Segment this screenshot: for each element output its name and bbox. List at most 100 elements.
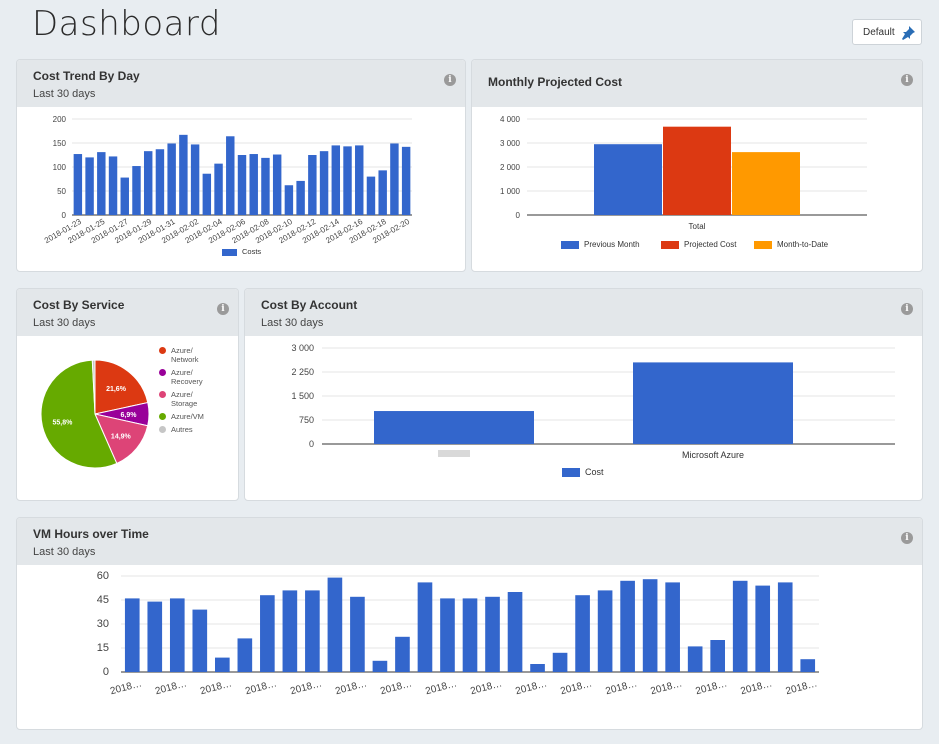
bar bbox=[732, 580, 748, 672]
bar bbox=[319, 151, 329, 215]
bar bbox=[552, 652, 568, 672]
bar bbox=[308, 155, 317, 215]
legend-label: Cost bbox=[585, 467, 604, 477]
default-view-button[interactable]: Default bbox=[852, 19, 922, 45]
bar bbox=[355, 145, 364, 215]
bar bbox=[350, 596, 365, 672]
bar bbox=[237, 638, 253, 672]
x-tick-label: 2018… bbox=[739, 678, 773, 697]
legend-label: Azure/Network bbox=[171, 346, 199, 364]
legend-swatch bbox=[159, 391, 166, 398]
x-tick-label: 2018… bbox=[154, 678, 188, 697]
monthly-projected-card: Monthly Projected Cost i 0 1 000 2 000 3 00… bbox=[471, 59, 923, 272]
x-tick-label: 2018… bbox=[379, 678, 413, 697]
legend-swatch bbox=[561, 241, 579, 249]
y-tick-label: 15 bbox=[97, 642, 109, 654]
bar bbox=[575, 595, 590, 672]
legend-label: Costs bbox=[242, 247, 261, 256]
legend-label: Azure/VM bbox=[171, 412, 204, 421]
card-subtitle: Last 30 days bbox=[261, 317, 324, 329]
x-tick-label: Microsoft Azure bbox=[682, 450, 744, 460]
y-tick-label: 2 250 bbox=[291, 367, 314, 377]
pie-legend-item: Azure/Recovery bbox=[159, 368, 204, 386]
card-header: Cost Trend By Day Last 30 days i bbox=[17, 60, 465, 107]
y-tick-label: 0 bbox=[62, 211, 67, 220]
bar bbox=[687, 646, 703, 672]
legend-label: Previous Month bbox=[584, 240, 640, 249]
bar bbox=[594, 144, 662, 215]
bar bbox=[378, 170, 387, 215]
info-icon[interactable]: i bbox=[901, 74, 913, 86]
bar bbox=[620, 580, 635, 672]
info-icon[interactable]: i bbox=[901, 303, 913, 315]
y-tick-label: 0 bbox=[516, 211, 521, 220]
bar bbox=[777, 582, 793, 672]
info-icon[interactable]: i bbox=[901, 532, 913, 544]
card-title: Cost By Account bbox=[261, 298, 358, 312]
pie-slice-label: 14,9% bbox=[111, 433, 132, 440]
pie-legend-item: Azure/VM bbox=[159, 412, 204, 421]
cost-trend-card: Cost Trend By Day Last 30 days i 0 50 100 1… bbox=[16, 59, 466, 272]
y-tick-label: 2 000 bbox=[500, 163, 521, 172]
card-subtitle: Last 30 days bbox=[33, 317, 96, 329]
y-tick-label: 1 500 bbox=[291, 391, 314, 401]
x-tick-label: 2018… bbox=[649, 678, 683, 697]
y-tick-label: 50 bbox=[57, 187, 66, 196]
x-tick-label: 2018… bbox=[694, 678, 728, 697]
bar bbox=[642, 579, 658, 672]
x-tick-label: 2018… bbox=[424, 678, 458, 697]
y-tick-label: 45 bbox=[97, 594, 109, 606]
x-tick-label: 2018… bbox=[785, 678, 819, 697]
bar bbox=[343, 146, 352, 215]
bar bbox=[305, 590, 320, 672]
cost-by-account-chart: 0 750 1 500 2 250 3 000 Microsoft Azure Cost bbox=[291, 343, 895, 477]
monthly-projected-chart: 0 1 000 2 000 3 000 4 000 Total Previous Month… bbox=[500, 115, 867, 249]
bar bbox=[331, 145, 341, 215]
legend-swatch bbox=[159, 369, 166, 376]
bar bbox=[143, 151, 153, 215]
y-tick-label: 100 bbox=[53, 163, 67, 172]
bar bbox=[124, 598, 140, 672]
pie-slice-label: 55,8% bbox=[52, 420, 73, 427]
x-tick-label: 2018… bbox=[244, 678, 278, 697]
legend-label: Month-to-Date bbox=[777, 240, 829, 249]
x-tick-label: 2018… bbox=[289, 678, 323, 697]
bar bbox=[179, 134, 188, 215]
legend-swatch bbox=[562, 468, 580, 477]
bar bbox=[108, 156, 118, 215]
bar bbox=[710, 640, 725, 672]
x-tick-label: 2018… bbox=[199, 678, 233, 697]
card-title: Cost By Service bbox=[33, 298, 125, 312]
pie-legend-item: Autres bbox=[159, 425, 204, 434]
pie-slice-label: 21,6% bbox=[106, 386, 127, 393]
page-title: Dashboard bbox=[32, 4, 221, 44]
y-tick-label: 150 bbox=[53, 139, 67, 148]
legend-swatch bbox=[159, 347, 166, 354]
cost-trend-chart: 0501001502002018-01-232018-01-252018-01-… bbox=[43, 115, 412, 256]
bar bbox=[417, 582, 433, 672]
info-icon[interactable]: i bbox=[444, 74, 456, 86]
card-header: VM Hours over Time Last 30 days i bbox=[17, 518, 922, 565]
bar bbox=[260, 595, 275, 672]
bar bbox=[663, 126, 731, 215]
y-tick-label: 4 000 bbox=[500, 115, 521, 124]
bar bbox=[800, 659, 816, 672]
bar bbox=[485, 596, 500, 672]
card-header: Cost By Account Last 30 days i bbox=[245, 289, 922, 336]
x-tick-label: 2018… bbox=[334, 678, 368, 697]
card-header: Cost By Service Last 30 days i bbox=[17, 289, 238, 336]
bar bbox=[132, 166, 141, 215]
legend-label: Autres bbox=[171, 425, 193, 434]
info-icon[interactable]: i bbox=[217, 303, 229, 315]
obscured-label bbox=[438, 450, 470, 457]
bar bbox=[374, 411, 534, 444]
x-tick-label: 2018… bbox=[559, 678, 593, 697]
bar bbox=[237, 155, 247, 215]
bar bbox=[202, 173, 212, 215]
y-tick-label: 30 bbox=[97, 618, 109, 630]
bar bbox=[215, 657, 230, 672]
bar bbox=[190, 144, 200, 215]
pie-legend-item: Azure/Network bbox=[159, 346, 204, 364]
bar bbox=[401, 146, 411, 215]
y-tick-label: 3 000 bbox=[500, 139, 521, 148]
